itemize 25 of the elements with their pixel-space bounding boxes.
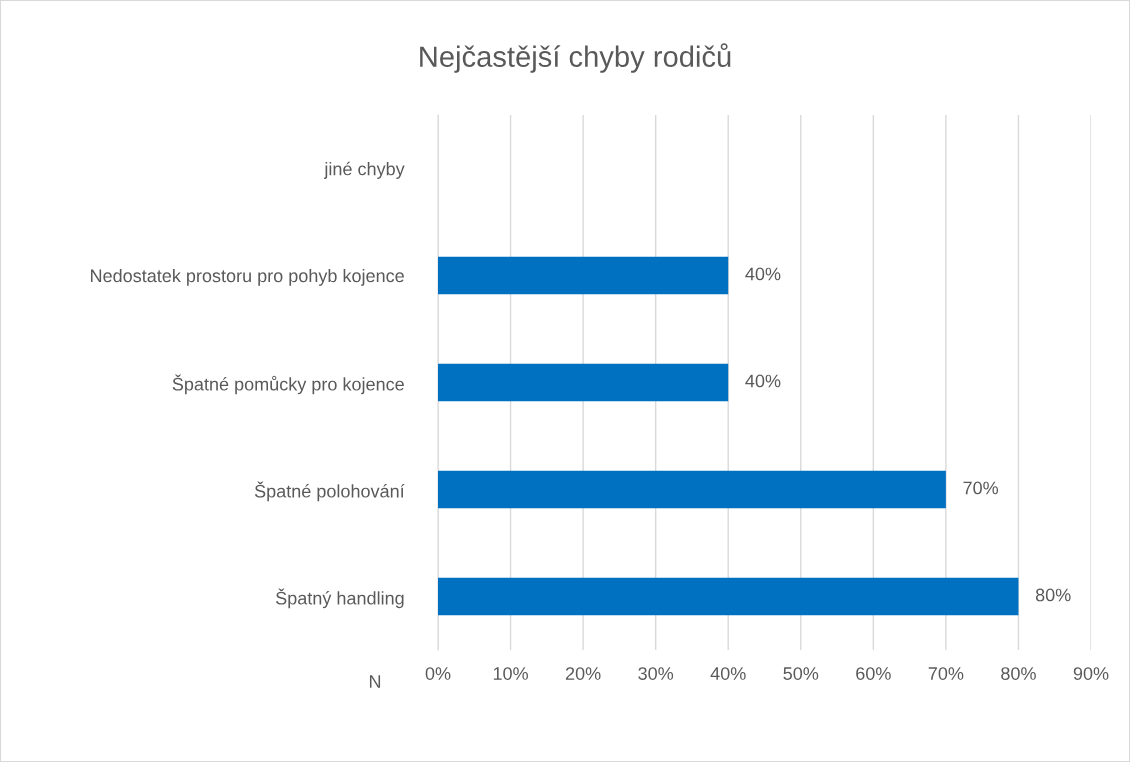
bar — [438, 256, 729, 295]
y-tick-label: Špatný handling — [276, 588, 404, 609]
x-tick-label: 90% — [1073, 667, 1109, 680]
chart-title: Nejčastější chyby rodičů — [420, 43, 731, 73]
bar — [438, 577, 1019, 616]
data-label: 70% — [963, 481, 999, 495]
x-tick-label: 0% — [425, 667, 451, 680]
x-tick-label: 50% — [783, 667, 819, 680]
y-tick-label: jiné chyby — [323, 161, 405, 179]
data-label: 80% — [1035, 588, 1071, 602]
y-tick-label: Špatné pomůcky pro kojence — [172, 374, 404, 395]
data-label: 40% — [745, 267, 781, 281]
x-tick-label: 60% — [856, 667, 891, 680]
x-tick-label: 70% — [928, 667, 964, 680]
data-label: 40% — [745, 374, 781, 388]
x-tick-label: 20% — [565, 667, 601, 680]
x-axis-title: N — [369, 675, 381, 688]
bar — [438, 363, 729, 402]
x-tick-label: 30% — [638, 667, 674, 680]
y-tick-label: Nedostatek prostoru pro pohyb kojence — [91, 268, 404, 286]
bar — [438, 470, 946, 509]
x-tick-label: 10% — [493, 667, 528, 680]
x-tick-label: 80% — [1001, 667, 1036, 680]
x-tick-label: 40% — [710, 667, 746, 680]
y-tick-label: Špatné polohování — [254, 481, 405, 502]
